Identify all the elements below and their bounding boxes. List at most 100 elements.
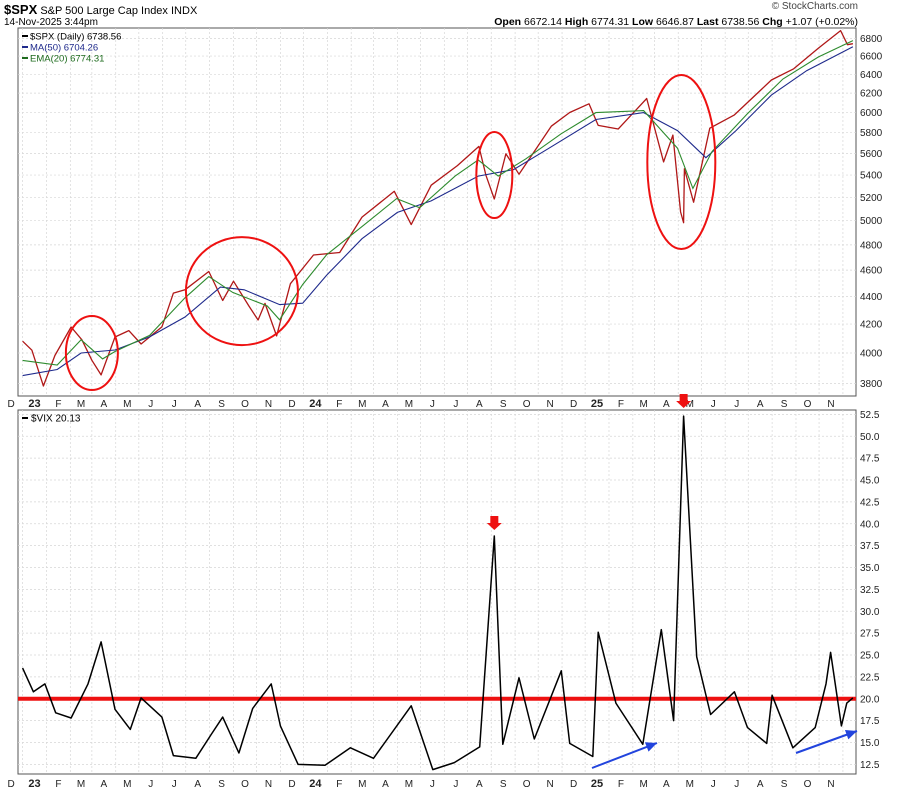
x-tick-label: F	[618, 779, 624, 790]
x-tick-label: S	[781, 779, 788, 790]
spx-price-series	[22, 29, 854, 387]
x-tick-label: S	[500, 779, 507, 790]
x-tick-label: A	[382, 779, 389, 790]
x-axis: D 23 F M A M J J A S O N D 24 F M A M J J A S O N D 25 F M A M J J A S O N	[7, 398, 834, 410]
x-tick-label: M	[686, 399, 694, 410]
x-tick-label: D	[570, 779, 577, 790]
x-tick-label: N	[265, 399, 272, 410]
y-tick-label: 4600	[860, 266, 883, 277]
legend-entry: EMA(20) 6774.31	[30, 54, 104, 65]
plot-frame	[17, 27, 857, 397]
x-tick-label: 24	[309, 778, 322, 790]
x-tick-label: O	[523, 779, 531, 790]
x-tick-label: M	[405, 779, 413, 790]
y-tick-label: 4800	[860, 240, 883, 251]
x-tick-label: D	[7, 399, 14, 410]
red-arrow-icon	[486, 516, 502, 530]
exchange: INDX	[171, 5, 198, 17]
x-tick-label: J	[711, 779, 716, 790]
x-tick-label: J	[453, 779, 458, 790]
x-tick-label: N	[827, 779, 834, 790]
y-tick-label: 17.5	[860, 716, 880, 727]
x-tick-label: A	[194, 779, 201, 790]
y-tick-label: 45.0	[860, 476, 880, 487]
x-tick-label: O	[241, 779, 249, 790]
open-value: 6672.14	[524, 16, 562, 28]
y-tick-label: 5400	[860, 171, 883, 182]
x-tick-label: 23	[28, 398, 40, 410]
y-tick-label: 37.5	[860, 541, 880, 552]
x-tick-label: A	[100, 399, 107, 410]
x-tick-label: J	[734, 779, 739, 790]
x-tick-label: A	[663, 399, 670, 410]
y-tick-label: 4400	[860, 292, 883, 303]
x-tick-label: J	[148, 399, 153, 410]
annotation-circle	[646, 74, 717, 251]
x-tick-label: F	[618, 399, 624, 410]
x-tick-label: J	[148, 779, 153, 790]
x-tick-label: M	[686, 779, 694, 790]
legend-entry: $SPX (Daily) 6738.56	[30, 32, 121, 43]
y-tick-label: 35.0	[860, 563, 880, 574]
x-axis: D 23 F M A M J J A S O N D 24 F M A M J J A S O N D 25 F M A M J J A S O N	[7, 778, 834, 790]
chg-value: +1.07 (+0.02%)	[785, 16, 858, 28]
annotation-circle	[64, 314, 119, 391]
y-tick-label: 22.5	[860, 672, 880, 683]
y-tick-label: 5600	[860, 149, 883, 160]
y-tick-label: 50.0	[860, 432, 880, 443]
x-tick-label: A	[100, 779, 107, 790]
x-tick-label: J	[430, 399, 435, 410]
low-label: Low	[632, 16, 654, 28]
y-tick-label: 40.0	[860, 519, 880, 530]
annotation-circle	[475, 131, 514, 220]
x-tick-label: J	[430, 779, 435, 790]
x-tick-label: M	[77, 399, 85, 410]
x-tick-label: M	[358, 779, 366, 790]
symbol-name: S&P 500 Large Cap Index	[40, 5, 168, 17]
blue-arrowhead-icon	[644, 742, 657, 752]
plot-frame	[17, 409, 857, 775]
x-tick-label: J	[711, 399, 716, 410]
header-date: 14-Nov-2025 3:44pm	[4, 17, 98, 28]
x-tick-label: M	[639, 399, 647, 410]
ema20-series	[22, 40, 854, 366]
x-tick-label: M	[405, 399, 413, 410]
annotation-circle	[184, 236, 299, 347]
header-line-1: $SPX S&P 500 Large Cap Index INDX	[4, 2, 197, 17]
y-tick-label: 25.0	[860, 651, 880, 662]
x-tick-label: A	[476, 399, 483, 410]
last-value: 6738.56	[721, 16, 760, 28]
x-tick-label: N	[547, 399, 554, 410]
x-tick-label: O	[804, 779, 812, 790]
last-label: Last	[696, 16, 719, 28]
x-tick-label: F	[55, 399, 61, 410]
y-tick-label: 12.5	[860, 760, 880, 771]
x-tick-label: J	[172, 399, 177, 410]
y-tick-label: 52.5	[860, 410, 880, 421]
x-tick-label: M	[123, 399, 131, 410]
x-tick-label: 25	[591, 778, 603, 790]
vix-series	[21, 415, 854, 771]
y-tick-label: 6600	[860, 52, 883, 63]
low-value: 6646.87	[655, 16, 694, 28]
vix-legend: $VIX 20.13	[22, 414, 81, 425]
x-tick-label: N	[265, 779, 272, 790]
x-tick-label: J	[453, 399, 458, 410]
brand-logo: © StockCharts.com	[771, 1, 858, 12]
y-tick-label: 20.0	[860, 694, 880, 705]
ohlc-readout: Open 6672.14 High 6774.31 Low 6646.87 La…	[494, 16, 858, 28]
y-tick-label: 30.0	[860, 607, 880, 618]
x-tick-label: A	[663, 779, 670, 790]
x-tick-label: 25	[591, 398, 603, 410]
y-tick-label: 47.5	[860, 454, 880, 465]
y-tick-label: 15.0	[860, 738, 880, 749]
x-tick-label: J	[172, 779, 177, 790]
symbol: $SPX	[4, 2, 38, 17]
y-tick-label: 3800	[860, 379, 883, 390]
x-tick-label: A	[757, 399, 764, 410]
x-tick-label: A	[757, 779, 764, 790]
y-tick-label: 32.5	[860, 585, 880, 596]
x-tick-label: S	[781, 399, 788, 410]
high-value: 6774.31	[591, 16, 630, 28]
